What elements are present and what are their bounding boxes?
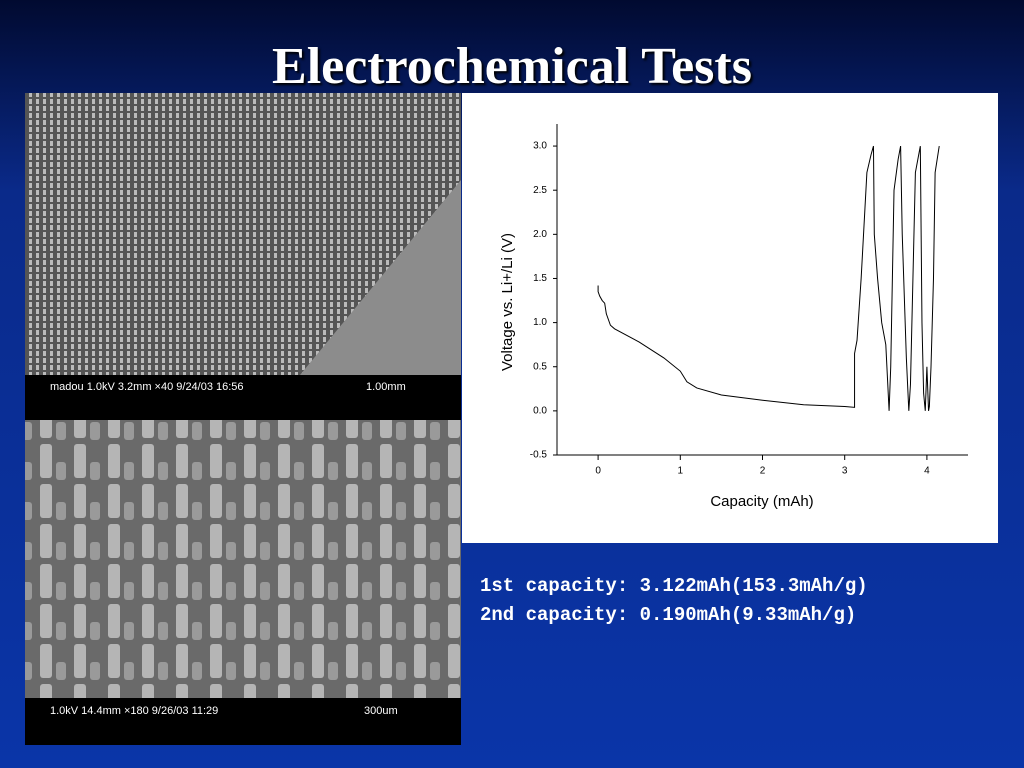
note-line: 1st capacity: 3.122mAh(153.3mAh/g) bbox=[480, 575, 868, 597]
y-axis-label: Voltage vs. Li+/Li (V) bbox=[499, 233, 516, 371]
y-tick-label: 0.0 bbox=[533, 406, 547, 417]
chart-panel bbox=[462, 93, 998, 543]
y-tick-label: -0.5 bbox=[530, 450, 548, 461]
x-tick-label: 4 bbox=[924, 466, 930, 477]
image-scale: 300um bbox=[364, 705, 398, 717]
sem-image-top: madou 1.0kV 3.2mm ×40 9/24/03 16:56 1.00… bbox=[25, 93, 461, 420]
x-tick-label: 0 bbox=[595, 466, 601, 477]
image-scale: 1.00mm bbox=[366, 381, 406, 393]
sem-image-bottom: 1.0kV 14.4mm ×180 9/26/03 11:29 300um bbox=[25, 420, 461, 745]
x-axis-label: Capacity (mAh) bbox=[710, 493, 813, 510]
image-caption: madou 1.0kV 3.2mm ×40 9/24/03 16:56 bbox=[50, 381, 244, 393]
y-tick-label: 1.5 bbox=[533, 273, 547, 284]
data-line bbox=[597, 145, 940, 411]
y-tick-label: 2.5 bbox=[533, 185, 547, 196]
sem-photo bbox=[25, 420, 461, 698]
image-caption: 1.0kV 14.4mm ×180 9/26/03 11:29 bbox=[50, 705, 218, 717]
y-tick-label: 1.0 bbox=[533, 317, 547, 328]
slide-title: Electrochemical Tests bbox=[272, 38, 752, 95]
caption-bar bbox=[25, 698, 461, 745]
x-tick-label: 3 bbox=[842, 466, 848, 477]
caption-bar bbox=[25, 375, 461, 420]
sem-substrate bbox=[300, 180, 461, 375]
x-tick-label: 1 bbox=[678, 466, 684, 477]
y-tick-label: 0.5 bbox=[533, 361, 547, 372]
x-tick-label: 2 bbox=[760, 466, 766, 477]
y-tick-label: 2.0 bbox=[533, 229, 547, 240]
y-tick-label: 3.0 bbox=[533, 141, 547, 152]
note-line: 2nd capacity: 0.190mAh(9.33mAh/g) bbox=[480, 604, 856, 626]
